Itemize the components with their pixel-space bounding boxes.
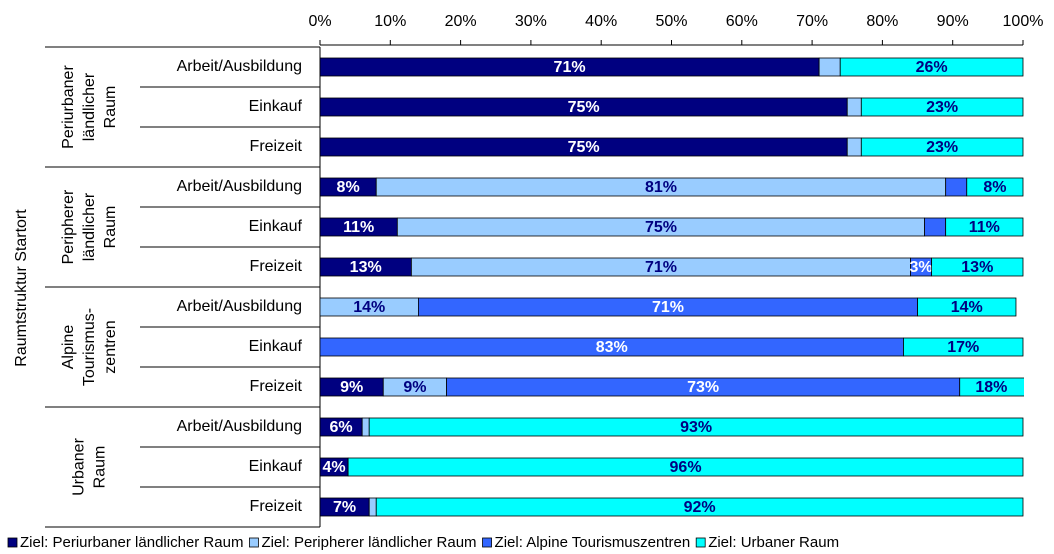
x-tick-label: 10% — [374, 13, 406, 30]
y-axis-title: Raumtstruktur Startort — [13, 209, 30, 367]
x-tick-label: 80% — [866, 13, 898, 30]
legend-label: Ziel: Peripherer ländlicher Raum — [261, 534, 476, 551]
data-label: 8% — [337, 179, 360, 196]
x-tick-label: 100% — [1003, 13, 1044, 30]
bar-segment — [959, 377, 1024, 397]
legend-label: Ziel: Urbaner Raum — [708, 534, 839, 551]
group-label: Tourismus- — [81, 308, 98, 386]
data-label: 11% — [969, 219, 1000, 236]
data-label: 75% — [568, 99, 600, 116]
legend-swatch — [482, 537, 492, 548]
bar-segment — [860, 97, 1024, 117]
bar-segment — [966, 177, 1024, 197]
bar-segment — [945, 217, 1024, 237]
data-label: 73% — [687, 379, 719, 396]
plot-area: 71% 26% 75% 23% 75% 23% 8% 81% 8% 11% 75% 11% 13% 71%… — [320, 57, 1024, 517]
y-tick-label: Freizeit — [250, 378, 303, 395]
x-tick-label: 70% — [796, 13, 828, 30]
bar-segment — [924, 217, 947, 237]
data-label: 93% — [680, 419, 712, 436]
data-label: 26% — [916, 59, 948, 76]
group-label: zentren — [102, 320, 119, 373]
data-label: 71% — [652, 299, 684, 316]
data-label: 8% — [983, 179, 1006, 196]
legend-label: Ziel: Alpine Tourismuszentren — [495, 534, 691, 551]
y-tick-label: Einkauf — [249, 98, 303, 115]
group-label: Urbaner — [71, 437, 88, 495]
bar-segment — [846, 137, 862, 157]
group-label: Raum — [92, 446, 109, 489]
group-label: Alpine — [60, 325, 77, 370]
bar-segment — [903, 337, 1024, 357]
y-tick-label: Arbeit/Ausbildung — [177, 298, 302, 315]
legend-swatch — [695, 537, 706, 548]
data-label: 75% — [568, 139, 600, 156]
bar-segment — [347, 457, 1024, 477]
data-label: 3% — [910, 259, 933, 276]
y-tick-label: Arbeit/Ausbildung — [177, 178, 302, 195]
group-label: Raum — [102, 86, 119, 129]
data-label: 81% — [645, 179, 677, 196]
group-label: Periurbaner — [60, 65, 77, 149]
data-label: 13% — [961, 259, 993, 276]
data-label: 14% — [951, 299, 983, 316]
data-label: 7% — [333, 499, 356, 516]
y-tick-label: Einkauf — [249, 218, 303, 235]
data-label: 9% — [340, 379, 363, 396]
x-tick-label: 0% — [308, 13, 331, 30]
group-label: ländlicher — [81, 72, 98, 141]
bar-segment — [375, 497, 1024, 517]
data-label: 9% — [403, 379, 426, 396]
data-label: 4% — [322, 459, 345, 476]
bar-segment — [368, 417, 1024, 437]
y-tick-label: Arbeit/Ausbildung — [177, 418, 302, 435]
data-label: 75% — [645, 219, 677, 236]
legend-swatch — [249, 537, 259, 548]
legend-swatch — [7, 537, 18, 548]
bar-segment — [846, 97, 862, 117]
y-tick-label: Freizeit — [250, 138, 303, 155]
x-tick-label: 50% — [655, 13, 687, 30]
bar-segment — [931, 257, 1024, 277]
group-label: Peripherer — [60, 189, 77, 264]
y-tick-label: Einkauf — [249, 458, 303, 475]
y-tick-label: Arbeit/Ausbildung — [177, 58, 302, 75]
y-tick-label: Freizeit — [250, 498, 303, 515]
x-tick-label: 90% — [937, 13, 969, 30]
y-tick-label: Freizeit — [250, 258, 303, 275]
bar-segment — [945, 177, 968, 197]
x-tick-label: 20% — [445, 13, 477, 30]
group-label: Raum — [102, 206, 119, 249]
bar-segment — [368, 497, 377, 517]
data-label: 23% — [926, 139, 958, 156]
bar-segment — [361, 417, 370, 437]
data-label: 96% — [670, 459, 702, 476]
data-label: 71% — [645, 259, 677, 276]
data-label: 92% — [684, 499, 716, 516]
data-label: 23% — [926, 99, 958, 116]
bar-segment — [860, 137, 1024, 157]
data-label: 6% — [330, 419, 353, 436]
data-label: 14% — [353, 299, 385, 316]
data-label: 13% — [350, 259, 382, 276]
data-label: 18% — [975, 379, 1007, 396]
data-label: 71% — [554, 59, 586, 76]
bar-segment — [818, 57, 841, 77]
y-tick-label: Einkauf — [249, 338, 303, 355]
x-tick-label: 60% — [726, 13, 758, 30]
group-label: ländlicher — [81, 192, 98, 261]
data-label: 11% — [343, 219, 374, 236]
bar-segment — [917, 297, 1017, 317]
x-tick-label: 30% — [515, 13, 547, 30]
bar-segment — [839, 57, 1024, 77]
data-label: 17% — [947, 339, 979, 356]
data-label: 83% — [596, 339, 628, 356]
legend-label: Ziel: Periurbaner ländlicher Raum — [20, 534, 243, 551]
x-tick-label: 40% — [585, 13, 617, 30]
